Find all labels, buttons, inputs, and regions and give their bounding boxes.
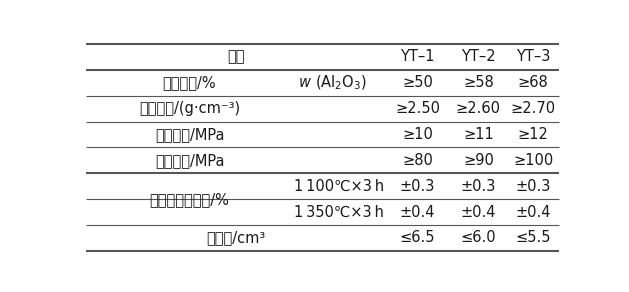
Text: 抗折强度/MPa: 抗折强度/MPa	[155, 127, 225, 142]
Text: ±0.3: ±0.3	[516, 179, 551, 194]
Text: (Al$_2$O$_3$): (Al$_2$O$_3$)	[315, 74, 367, 92]
Text: ≥58: ≥58	[463, 75, 494, 90]
Text: YT–2: YT–2	[461, 49, 496, 65]
Text: ≥2.50: ≥2.50	[395, 101, 440, 116]
Text: 化学成分/%: 化学成分/%	[163, 75, 216, 90]
Text: ≥11: ≥11	[463, 127, 494, 142]
Text: ≥2.70: ≥2.70	[511, 101, 556, 116]
Text: ≥50: ≥50	[402, 75, 433, 90]
Text: 项目: 项目	[227, 49, 245, 65]
Text: ≤6.5: ≤6.5	[399, 230, 435, 246]
Text: ≤5.5: ≤5.5	[515, 230, 551, 246]
Text: 1 350℃×3 h: 1 350℃×3 h	[294, 205, 384, 220]
Text: ≥100: ≥100	[513, 153, 554, 168]
Text: 体积密度/(g·cm⁻³): 体积密度/(g·cm⁻³)	[139, 101, 240, 116]
Text: YT–3: YT–3	[516, 49, 550, 65]
Text: ≥68: ≥68	[518, 75, 548, 90]
Text: 耐压强度/MPa: 耐压强度/MPa	[155, 153, 225, 168]
Text: ≥12: ≥12	[518, 127, 548, 142]
Text: ±0.3: ±0.3	[400, 179, 435, 194]
Text: 加热永久线变化/%: 加热永久线变化/%	[150, 192, 230, 207]
Text: ±0.4: ±0.4	[515, 205, 551, 220]
Text: ≥10: ≥10	[402, 127, 433, 142]
Text: ±0.4: ±0.4	[460, 205, 496, 220]
Text: YT–1: YT–1	[400, 49, 435, 65]
Text: 耐磨性/cm³: 耐磨性/cm³	[206, 230, 265, 246]
Text: ±0.4: ±0.4	[399, 205, 435, 220]
Text: ±0.3: ±0.3	[460, 179, 496, 194]
Text: ≤6.0: ≤6.0	[460, 230, 496, 246]
Text: ≥80: ≥80	[402, 153, 433, 168]
Text: 1 100℃×3 h: 1 100℃×3 h	[294, 179, 384, 194]
Text: ≥2.60: ≥2.60	[456, 101, 501, 116]
Text: ≥90: ≥90	[463, 153, 494, 168]
Text: $w$: $w$	[298, 75, 312, 90]
